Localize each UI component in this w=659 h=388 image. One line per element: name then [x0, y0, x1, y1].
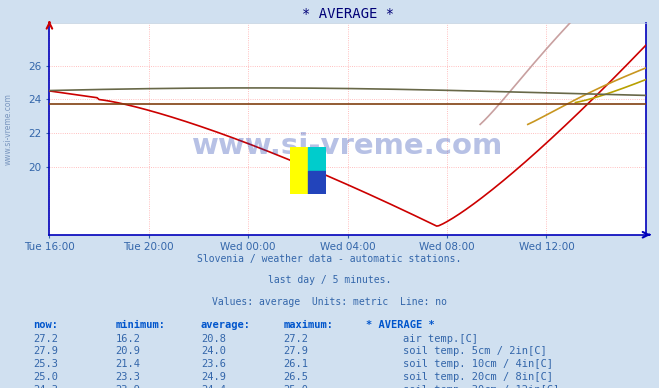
Text: 20.8: 20.8: [201, 334, 226, 344]
Text: Slovenia / weather data - automatic stations.: Slovenia / weather data - automatic stat…: [197, 254, 462, 264]
Text: 26.5: 26.5: [283, 372, 308, 382]
Text: 27.9: 27.9: [33, 346, 58, 357]
Text: 21.4: 21.4: [115, 359, 140, 369]
Text: 25.0: 25.0: [33, 372, 58, 382]
Text: soil temp. 30cm / 12in[C]: soil temp. 30cm / 12in[C]: [403, 385, 559, 388]
Title: * AVERAGE *: * AVERAGE *: [302, 7, 393, 21]
Text: 24.3: 24.3: [33, 385, 58, 388]
Text: 20.9: 20.9: [115, 346, 140, 357]
Text: air temp.[C]: air temp.[C]: [403, 334, 478, 344]
Text: www.si-vreme.com: www.si-vreme.com: [3, 93, 13, 165]
Text: minimum:: minimum:: [115, 320, 165, 330]
Text: 24.9: 24.9: [201, 372, 226, 382]
Text: soil temp. 10cm / 4in[C]: soil temp. 10cm / 4in[C]: [403, 359, 554, 369]
Text: 25.3: 25.3: [33, 359, 58, 369]
Text: 24.0: 24.0: [201, 346, 226, 357]
Text: now:: now:: [33, 320, 58, 330]
Text: 27.2: 27.2: [283, 334, 308, 344]
Text: maximum:: maximum:: [283, 320, 333, 330]
Text: soil temp. 5cm / 2in[C]: soil temp. 5cm / 2in[C]: [403, 346, 547, 357]
Text: Values: average  Units: metric  Line: no: Values: average Units: metric Line: no: [212, 296, 447, 307]
Text: www.si-vreme.com: www.si-vreme.com: [192, 132, 503, 160]
Text: 27.9: 27.9: [283, 346, 308, 357]
Text: 24.4: 24.4: [201, 385, 226, 388]
Text: 16.2: 16.2: [115, 334, 140, 344]
Text: average:: average:: [201, 320, 251, 330]
Bar: [308, 147, 326, 171]
Text: 23.6: 23.6: [201, 359, 226, 369]
Text: 23.9: 23.9: [115, 385, 140, 388]
Text: 27.2: 27.2: [33, 334, 58, 344]
Text: 25.0: 25.0: [283, 385, 308, 388]
Text: last day / 5 minutes.: last day / 5 minutes.: [268, 275, 391, 285]
Text: soil temp. 20cm / 8in[C]: soil temp. 20cm / 8in[C]: [403, 372, 554, 382]
Text: 26.1: 26.1: [283, 359, 308, 369]
Text: * AVERAGE *: * AVERAGE *: [366, 320, 434, 330]
Bar: [308, 171, 326, 194]
Text: 23.3: 23.3: [115, 372, 140, 382]
Bar: [290, 147, 308, 194]
